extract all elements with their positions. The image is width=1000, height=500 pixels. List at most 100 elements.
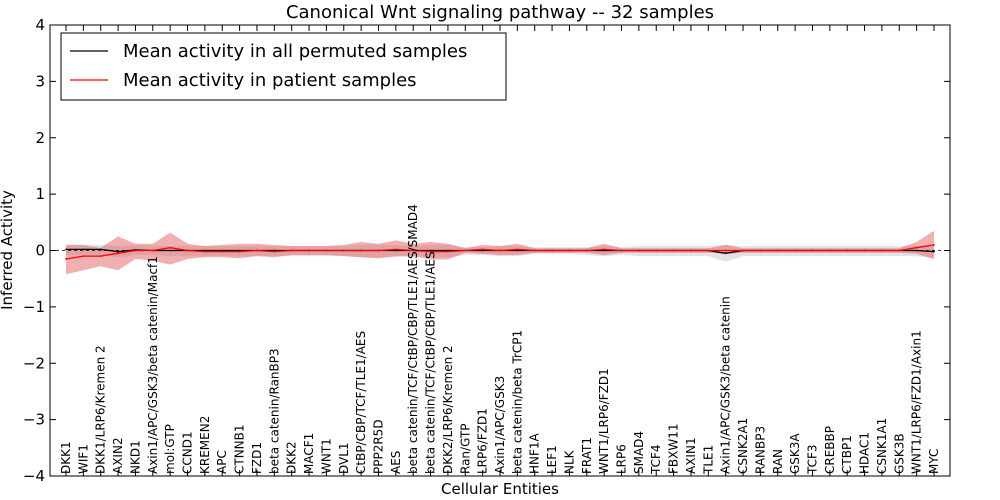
- x-tick-label-25: Axin1/APC/GSK3: [493, 376, 507, 474]
- patient-point-47: [881, 249, 883, 252]
- legend-box: [60, 32, 507, 101]
- patient-point-18: [377, 249, 380, 252]
- x-tick-label-29: NLK: [562, 449, 576, 474]
- patient-point-36: [690, 249, 692, 252]
- patient-point-16: [342, 249, 345, 252]
- patient-point-38: [724, 249, 727, 252]
- x-tick-label-49: WNT1/LRP6/FZD1/Axin1: [910, 330, 924, 474]
- x-tick-label-37: TLE1: [701, 445, 715, 475]
- patient-point-15: [325, 249, 328, 252]
- patient-point-39: [742, 249, 744, 252]
- x-tick-label-46: HDAC1: [858, 432, 872, 474]
- x-tick-label-43: TCF3: [806, 444, 820, 475]
- patient-point-5: [151, 249, 154, 252]
- x-tick-label-42: GSK3A: [788, 433, 802, 474]
- x-tick-label-16: DVL1: [337, 442, 351, 474]
- x-tick-label-38: Axin1/APC/GSK3/beta catenin: [719, 296, 733, 474]
- patient-point-20: [412, 249, 415, 252]
- x-tick-label-3: AXIN2: [111, 437, 125, 474]
- x-tick-label-4: NKD1: [128, 440, 142, 474]
- patient-point-49: [915, 246, 918, 249]
- x-tick-label-21: beta catenin/TCF/CtBP/CBP/TLE1/AES: [424, 251, 438, 474]
- patient-point-28: [551, 249, 553, 252]
- patient-point-26: [516, 248, 519, 251]
- x-tick-label-2: DKK1/LRP6/Kremen 2: [94, 345, 108, 474]
- permuted-point-3: [117, 250, 119, 253]
- permuted-point-6: [169, 249, 172, 252]
- patient-point-43: [811, 249, 814, 252]
- x-tick-label-6: mol:GTP: [163, 424, 177, 474]
- x-axis-label: Cellular Entities: [441, 480, 559, 498]
- x-tick-label-8: KREMEN2: [198, 416, 212, 474]
- x-tick-label-27: HNF1A: [528, 432, 542, 474]
- patient-point-50: [933, 243, 935, 246]
- patient-point-7: [186, 249, 189, 252]
- patient-point-29: [568, 249, 571, 252]
- x-tick-label-40: RANBP3: [753, 426, 767, 474]
- y-tick-label-3: −1: [23, 298, 45, 316]
- patient-point-37: [707, 249, 710, 252]
- patient-point-46: [863, 249, 866, 252]
- patient-point-12: [273, 250, 276, 253]
- patient-point-27: [533, 249, 536, 252]
- permuted-point-49: [915, 249, 918, 252]
- x-tick-label-35: FBXW11: [667, 424, 681, 475]
- patient-point-30: [585, 249, 588, 252]
- patient-point-3: [117, 252, 119, 255]
- y-tick-label-6: 2: [35, 129, 45, 147]
- patient-point-41: [776, 249, 779, 252]
- x-tick-label-26: beta catenin/beta TrCP1: [510, 330, 524, 474]
- legend: Mean activity in all permuted samples Me…: [60, 32, 507, 101]
- patient-point-21: [429, 250, 432, 253]
- x-tick-label-12: beta catenin/RanBP3: [267, 348, 281, 474]
- x-tick-label-39: CSNK2A1: [736, 418, 750, 474]
- patient-point-14: [308, 249, 310, 252]
- x-tick-label-13: DKK2: [285, 441, 299, 474]
- x-tick-label-23: Ran/GTP: [458, 423, 472, 474]
- patient-point-23: [464, 249, 467, 252]
- x-tick-label-14: MACF1: [302, 433, 316, 474]
- patient-point-32: [620, 249, 623, 252]
- y-tick-label-7: 3: [35, 72, 45, 90]
- y-tick-label-0: −4: [23, 467, 45, 485]
- patient-point-40: [759, 249, 762, 252]
- y-tick-label-8: 4: [35, 16, 45, 34]
- patient-point-9: [221, 250, 224, 253]
- patient-point-19: [394, 248, 397, 251]
- patient-point-0: [65, 258, 67, 260]
- permuted-confidence-band: [66, 244, 934, 262]
- x-tick-label-17: CtBP/CBP/TCF/TLE1/AES: [354, 331, 368, 474]
- patient-point-22: [447, 250, 449, 253]
- x-tick-label-24: LRP6/FZD1: [476, 408, 490, 474]
- permuted-point-38: [724, 252, 727, 255]
- x-tick-label-44: CREBBP: [823, 426, 837, 474]
- plot-area: [50, 230, 950, 275]
- patient-point-48: [898, 249, 901, 252]
- patient-point-44: [828, 249, 831, 252]
- x-tick-label-11: FZD1: [250, 442, 264, 474]
- x-tick-label-7: CCND1: [181, 431, 195, 474]
- patient-point-2: [99, 255, 102, 258]
- permuted-point-50: [933, 250, 935, 253]
- patient-point-33: [637, 249, 640, 252]
- patient-point-13: [290, 249, 293, 252]
- patient-point-4: [134, 249, 137, 252]
- x-tick-label-15: WNT1: [319, 438, 333, 474]
- x-tick-label-33: SMAD4: [632, 431, 646, 474]
- patient-point-11: [256, 249, 258, 252]
- patient-point-31: [603, 248, 606, 251]
- permuted-point-0: [65, 248, 67, 251]
- x-tick-label-5: Axin1/APC/GSK3/beta catenin/Macf1: [146, 256, 160, 474]
- x-tick-label-31: WNT1/LRP6/FZD1: [597, 368, 611, 474]
- patient-point-42: [794, 249, 797, 252]
- x-tick-label-10: CTNNB1: [233, 424, 247, 474]
- x-tick-label-28: LEF1: [545, 445, 559, 474]
- y-tick-label-1: −3: [23, 411, 45, 429]
- x-tick-label-19: AES: [389, 451, 403, 474]
- permuted-point-2: [99, 248, 102, 251]
- x-tick-label-41: RAN: [771, 449, 785, 474]
- y-tick-label-4: 0: [35, 242, 45, 260]
- x-tick-label-45: CTBP1: [840, 435, 854, 474]
